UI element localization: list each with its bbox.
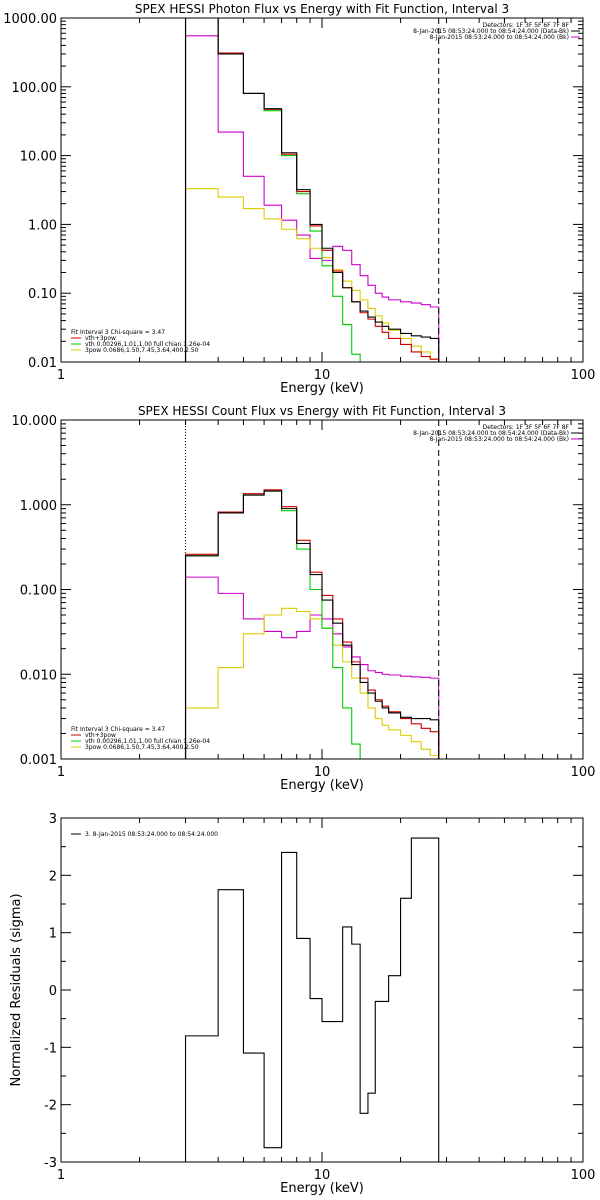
- legend-entry: 3. 8-Jan-2015 08:53:24.000 to 08:54:24.0…: [85, 831, 218, 838]
- legend-entry: vth+3pow: [85, 335, 116, 342]
- legend-right: Detectors: 1F 3F 5F 6F 7F 8F8-Jan-2015 0…: [413, 22, 580, 41]
- y-tick-label: -3: [44, 1156, 57, 1171]
- y-tick-label: 1.000: [20, 499, 57, 514]
- y-tick-label: 0: [49, 984, 57, 999]
- x-tick-label: 100: [571, 368, 596, 383]
- x-tick-label: 1: [57, 1168, 65, 1183]
- series-line-0: [184, 18, 440, 362]
- series-group: [184, 837, 440, 1162]
- y-tick-label: 0.01: [28, 356, 57, 371]
- series-group: [184, 489, 447, 759]
- series-line-3: [184, 607, 447, 759]
- series-line-1: [184, 489, 440, 759]
- photon-flux-panel: SPEX HESSI Photon Flux vs Energy with Fi…: [3, 2, 596, 396]
- legend-right: Detectors: 1F 3F 5F 6F 7F 8F8-Jan-2015 0…: [413, 424, 580, 443]
- series-line-4: [184, 35, 440, 362]
- legend-entry: Detectors: 1F 3F 5F 6F 7F 8F: [483, 424, 570, 431]
- x-tick-label: 10: [314, 368, 331, 383]
- x-axis: 1 10 100: [57, 420, 596, 780]
- legend-left: Fit Interval 3 Chi-square = 3.47vth+3pow…: [71, 329, 210, 354]
- count-flux-panel: SPEX HESSI Count Flux vs Energy with Fit…: [12, 404, 596, 793]
- legend-entry: 8-Jan-2015 08:53:24.000 to 08:54:24.000 …: [429, 436, 569, 443]
- y-axis: 0.001 0.010 0.100 1.000 10.000: [12, 414, 583, 768]
- x-axis-label: Energy (keV): [280, 381, 364, 396]
- x-axis-label: Energy (keV): [280, 1181, 364, 1196]
- y-axis: -3 -2 -1 0 1 2 3: [44, 812, 583, 1171]
- legend-entry: Fit Interval 3 Chi-square = 3.47: [71, 329, 165, 336]
- x-tick-label: 100: [571, 765, 596, 780]
- legend-entry: 8-Jan-2015 08:53:24.000 to 08:54:24.000 …: [429, 34, 569, 41]
- y-tick-label: 3: [49, 812, 57, 827]
- y-tick-label: 0.10: [28, 287, 57, 302]
- x-tick-label: 10: [314, 1168, 331, 1183]
- series-line-4: [184, 576, 440, 759]
- series-group: [184, 18, 440, 362]
- x-tick-label: 1: [57, 368, 65, 383]
- y-tick-label: 10.000: [12, 414, 58, 429]
- series-line-0: [184, 837, 440, 1162]
- y-axis-label: Normalized Residuals (sigma): [9, 893, 24, 1086]
- y-tick-label: 1000.00: [3, 12, 57, 27]
- y-tick-label: 0.100: [20, 584, 57, 599]
- legend-entry: Detectors: 1F 3F 5F 6F 7F 8F: [483, 22, 570, 29]
- x-tick-label: 10: [314, 765, 331, 780]
- chart-title: SPEX HESSI Photon Flux vs Energy with Fi…: [135, 2, 509, 16]
- y-axis: 0.01 0.10 1.00 10.00 100.00 1000.00: [3, 12, 583, 371]
- x-axis-label: Energy (keV): [280, 778, 364, 793]
- legend-entry: 8-Jan-2015 08:53:24.000 to 08:54:24.000 …: [413, 430, 569, 437]
- y-tick-label: 0.001: [20, 753, 57, 768]
- legend-entry: vth 0.00296,1.01,1.00 full chian 1.26e-0…: [85, 738, 210, 745]
- legend-entry: vth 0.00296,1.01,1.00 full chian 1.26e-0…: [85, 341, 210, 348]
- legend-entry: Fit Interval 3 Chi-square = 3.47: [71, 726, 165, 733]
- residuals-panel: 1 10 100 Energy (keV) -3 -2 -1 0 1 2 3 Normalized R…: [9, 812, 595, 1196]
- y-tick-label: 1: [49, 927, 57, 942]
- x-tick-label: 100: [571, 1168, 596, 1183]
- plot-frame: [60, 17, 584, 363]
- legend-left: Fit Interval 3 Chi-square = 3.47vth+3pow…: [71, 726, 210, 751]
- x-axis: 1 10 100: [57, 818, 596, 1183]
- y-tick-label: 10.00: [20, 150, 57, 165]
- legend-entry: 3pow 0.0686,1.50,7.45,3.64,400,2.50: [85, 744, 199, 751]
- series-line-0: [184, 490, 440, 759]
- legend-left: 3. 8-Jan-2015 08:53:24.000 to 08:54:24.0…: [71, 831, 218, 838]
- plot-frame: [60, 817, 584, 1163]
- x-axis: 1 10 100: [57, 18, 596, 383]
- series-line-1: [184, 18, 440, 362]
- y-tick-label: -1: [44, 1041, 57, 1056]
- x-tick-label: 1: [57, 765, 65, 780]
- y-tick-label: 2: [49, 869, 57, 884]
- y-tick-label: 1.00: [28, 218, 57, 233]
- legend-entry: 3pow 0.0686,1.50,7.45,3.64,400,2.50: [85, 347, 199, 354]
- y-tick-label: -2: [44, 1099, 57, 1114]
- legend-entry: vth+3pow: [85, 732, 116, 739]
- legend-entry: 8-Jan-2015 08:53:24.000 to 08:54:24.000 …: [413, 28, 569, 35]
- series-line-3: [184, 188, 440, 362]
- y-tick-label: 0.010: [20, 668, 57, 683]
- chart-title: SPEX HESSI Count Flux vs Energy with Fit…: [138, 404, 506, 418]
- y-tick-label: 100.00: [12, 81, 58, 96]
